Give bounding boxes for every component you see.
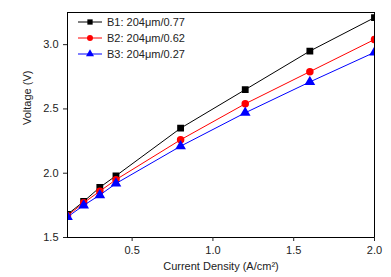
svg-text:2.5: 2.5 <box>43 102 58 114</box>
html-text:B3: 204μm/0.27: B3: 204μm/0.27 <box>107 48 185 60</box>
svg-text:1.0: 1.0 <box>205 244 220 256</box>
svg-text:0.5: 0.5 <box>124 244 139 256</box>
svg-text:1.5: 1.5 <box>286 244 301 256</box>
html-text:B2: 204μm/0.62: B2: 204μm/0.62 <box>107 32 185 44</box>
svg-text:2.0: 2.0 <box>43 167 58 179</box>
svg-text:1.5: 1.5 <box>43 231 58 243</box>
html-text:B1: 204μm/0.77: B1: 204μm/0.77 <box>107 16 185 28</box>
svg-text:3.0: 3.0 <box>43 38 58 50</box>
svg-text:2.0: 2.0 <box>367 244 382 256</box>
svg-text:Current Density (A/cm²): Current Density (A/cm²) <box>163 260 279 272</box>
svg-text:Voltage (V): Voltage (V) <box>21 71 33 125</box>
